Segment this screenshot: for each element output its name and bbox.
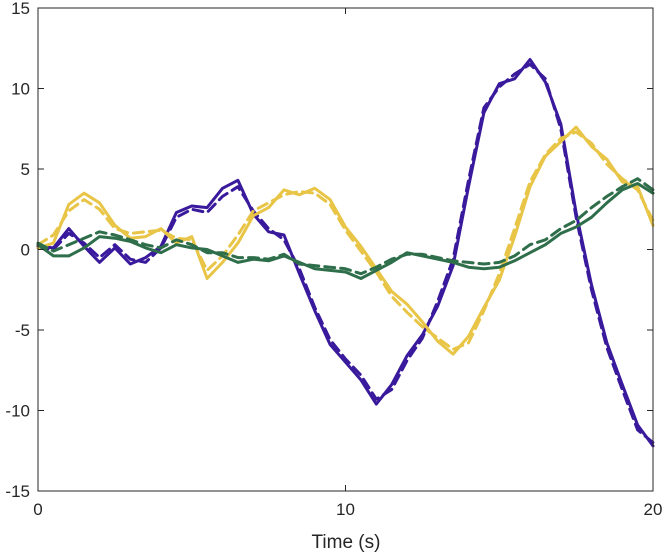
y-tick-label: 0 — [21, 241, 30, 260]
x-tick-label: 0 — [33, 500, 42, 519]
series-line-6 — [36, 177, 655, 276]
series-line-2 — [36, 62, 655, 445]
y-tick-label: -15 — [5, 482, 30, 501]
series-line-4 — [36, 130, 655, 351]
y-tick-label: -5 — [15, 321, 30, 340]
x-tick-label: 10 — [336, 500, 355, 519]
y-tick-label: -10 — [5, 402, 30, 421]
series-layer — [36, 58, 655, 448]
x-tick-label: 20 — [644, 500, 663, 519]
plot-frame — [37, 7, 654, 492]
y-tick-label: 10 — [11, 80, 30, 99]
series-line-1 — [36, 58, 655, 448]
series-line-5 — [36, 182, 655, 280]
y-tick-label: 15 — [11, 0, 30, 18]
y-tick-label: 5 — [21, 160, 30, 179]
x-axis-label: Time (s) — [312, 532, 381, 553]
ticks-layer: 0 10 20 -15 -10 -5 0 5 10 15 — [5, 0, 662, 519]
